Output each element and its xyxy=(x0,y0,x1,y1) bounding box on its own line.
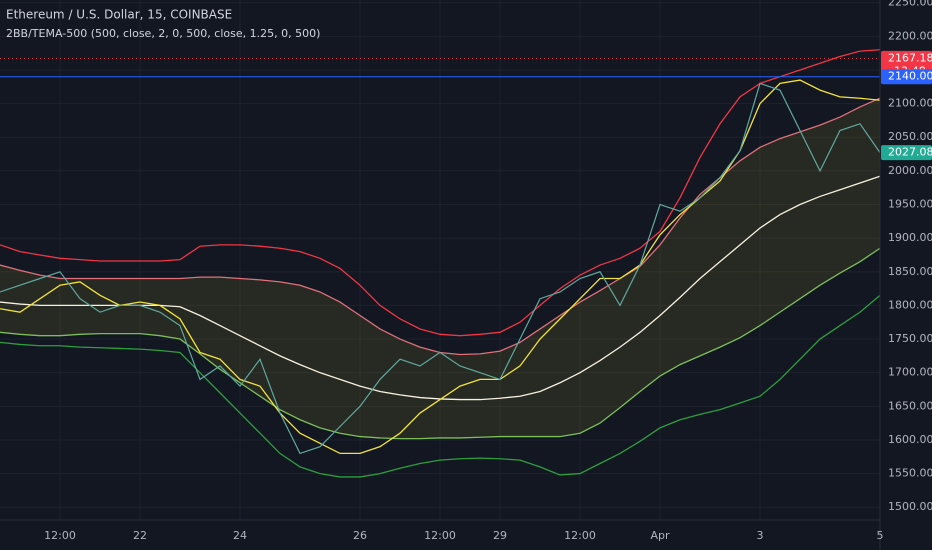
x-tick-label: 3 xyxy=(757,529,764,542)
series-line xyxy=(0,294,881,478)
price-label-box xyxy=(881,145,932,161)
series-line xyxy=(0,247,881,440)
price-label: 2140.00 xyxy=(888,70,932,83)
x-tick-label: 12:00 xyxy=(424,529,456,542)
y-tick-label: 2000.00 xyxy=(888,164,932,177)
price-label-box xyxy=(881,69,932,85)
y-tick-label: 1550.00 xyxy=(888,467,932,480)
y-tick-label: 1500.00 xyxy=(888,500,932,513)
series-line xyxy=(0,82,881,455)
x-tick-label: Apr xyxy=(650,529,670,542)
x-tick-label: 26 xyxy=(353,529,367,542)
chart-title: Ethereum / U.S. Dollar, 15, COINBASE xyxy=(6,8,232,22)
y-tick-label: 2200.00 xyxy=(888,29,932,42)
y-tick-label: 1850.00 xyxy=(888,265,932,278)
y-tick-label: 1600.00 xyxy=(888,433,932,446)
price-label: 2027.08 xyxy=(888,146,932,159)
series-line xyxy=(0,49,881,337)
y-tick-label: 1650.00 xyxy=(888,399,932,412)
x-tick-label: 22 xyxy=(133,529,147,542)
x-tick-label: 12:00 xyxy=(564,529,596,542)
y-tick-label: 1800.00 xyxy=(888,298,932,311)
price-label: 2167.18 xyxy=(888,51,932,64)
x-tick-label: 12:00 xyxy=(44,529,76,542)
x-tick-label: 24 xyxy=(233,529,247,542)
y-tick-label: 2100.00 xyxy=(888,97,932,110)
price-axis xyxy=(880,0,932,550)
indicator-title: 2BB/TEMA-500 (500, close, 2, 0, 500, clo… xyxy=(6,27,320,40)
x-tick-label: 5 xyxy=(877,529,884,542)
x-tick-label: 29 xyxy=(493,529,507,542)
y-tick-label: 1700.00 xyxy=(888,366,932,379)
y-tick-label: 2050.00 xyxy=(888,130,932,143)
y-tick-label: 2250.00 xyxy=(888,0,932,9)
time-axis xyxy=(0,520,880,550)
series-line xyxy=(0,79,881,455)
y-tick-label: 1750.00 xyxy=(888,332,932,345)
band-fill xyxy=(0,98,880,439)
y-tick-label: 1900.00 xyxy=(888,231,932,244)
y-tick-label: 1950.00 xyxy=(888,198,932,211)
